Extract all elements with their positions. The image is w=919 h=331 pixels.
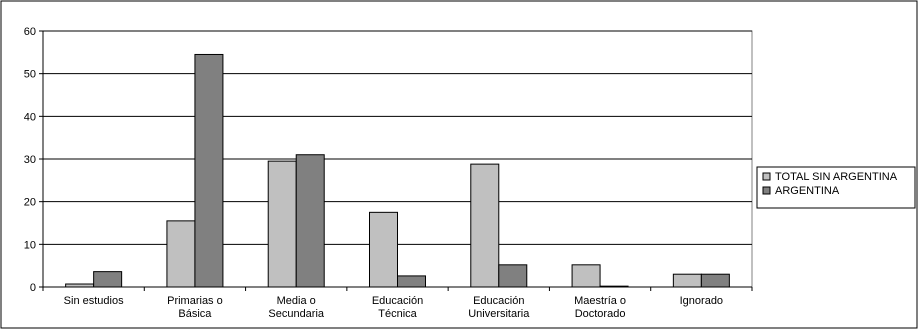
x-category-label-line: Universitaria: [468, 308, 530, 320]
x-axis-categories: Sin estudios Primarias o Básica Media o Secu…: [42, 287, 753, 320]
bars: [65, 53, 730, 288]
x-category-label-line: Básica: [178, 308, 212, 320]
x-category-label: Maestría o Doctorado: [574, 295, 626, 320]
legend-label: TOTAL SIN ARGENTINA: [775, 171, 898, 183]
bar-total-sin-argentina-3: [369, 211, 398, 288]
legend-swatch: [762, 186, 771, 195]
y-axis-ticks: 0 10 20 30 40 50 60: [24, 26, 43, 294]
bar-total-sin-argentina-4: [470, 163, 500, 288]
x-category-label-line: Ignorado: [680, 295, 723, 307]
x-category-label-line: Educación: [473, 295, 524, 307]
y-tick-label: 20: [24, 197, 36, 209]
bar-argentina-0: [93, 271, 123, 288]
legend-box: [756, 166, 916, 209]
bar-total-sin-argentina-6: [672, 273, 702, 288]
bar-total-sin-argentina-2: [267, 160, 297, 288]
x-category-label: Ignorado: [680, 295, 723, 307]
y-tick-label: 50: [24, 69, 36, 81]
x-category-label: Sin estudios: [64, 295, 124, 307]
x-category-label-line: Maestría o: [574, 295, 626, 307]
legend-label: ARGENTINA: [775, 185, 840, 197]
y-tick-label: 40: [24, 111, 36, 123]
bar-argentina-3: [397, 275, 426, 288]
x-category-label: Educación Universitaria: [468, 295, 530, 320]
x-category-label-line: Secundaria: [268, 308, 325, 320]
legend-swatch: [762, 172, 771, 181]
x-category-label-line: Educación: [372, 295, 423, 307]
x-category-label: Educación Técnica: [372, 295, 423, 320]
bar-total-sin-argentina-1: [166, 220, 196, 288]
legend: TOTAL SIN ARGENTINA ARGENTINA: [756, 166, 916, 209]
x-category-label-line: Doctorado: [575, 308, 626, 320]
y-tick-label: 30: [24, 154, 36, 166]
gridlines: [43, 30, 752, 245]
bar-total-sin-argentina-5: [571, 264, 601, 288]
y-tick-label: 60: [24, 26, 36, 38]
bar-argentina-1: [194, 53, 224, 288]
x-category-label-line: Media o: [277, 295, 316, 307]
x-category-label-line: Técnica: [378, 308, 417, 320]
y-tick-label: 10: [24, 239, 36, 251]
bar-argentina-6: [700, 273, 730, 288]
x-category-label-line: Primarias o: [167, 295, 223, 307]
x-category-label-line: Sin estudios: [64, 295, 124, 307]
bar-argentina-2: [295, 154, 325, 288]
bar-argentina-4: [498, 264, 528, 288]
x-category-label: Media o Secundaria: [268, 295, 325, 320]
x-category-label: Primarias o Básica: [167, 295, 223, 320]
y-tick-label: 0: [30, 282, 36, 294]
